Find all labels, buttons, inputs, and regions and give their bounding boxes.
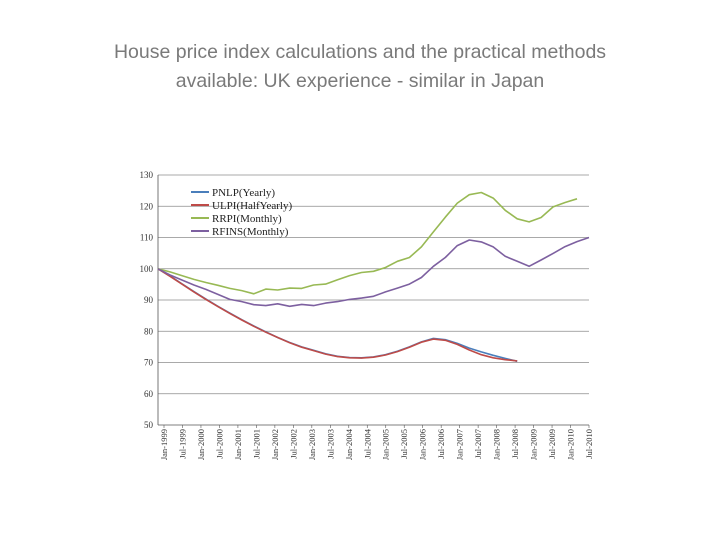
y-tick-label: 90	[144, 295, 154, 305]
legend-label: PNLP(Yearly)	[212, 187, 275, 199]
x-tick-label: Jan-2009	[529, 429, 539, 460]
x-tick-label: Jan-2007	[455, 429, 465, 460]
x-tick-label: Jul-2008	[510, 429, 520, 459]
axes	[157, 175, 590, 428]
x-tick-label: Jan-2001	[233, 429, 243, 460]
x-tick-label: Jan-2000	[196, 429, 206, 460]
x-tick-label: Jul-2005	[399, 429, 409, 459]
x-tick-label: Jan-2002	[270, 429, 280, 460]
x-tick-label: Jan-2010	[566, 429, 576, 460]
x-tick-label: Jan-2005	[381, 429, 391, 460]
x-tick-label: Jan-2008	[492, 429, 502, 460]
y-tick-label: 60	[144, 389, 154, 399]
slide-title-line-2: available: UK experience - similar in Ja…	[175, 70, 545, 92]
series-line-ulpi-halfyearly	[157, 268, 518, 362]
series-line-rrpi-monthly	[157, 191, 578, 295]
x-tick-label: Jan-2003	[307, 429, 317, 460]
y-tick-label: 110	[140, 233, 154, 243]
x-tick-label: Jul-2001	[251, 429, 261, 459]
x-tick-label: Jul-2003	[325, 429, 335, 459]
x-tick-label: Jan-2004	[344, 428, 354, 460]
legend-label: RRPI(Monthly)	[212, 213, 282, 225]
x-axis-ticks: Jan-1999 Jul-1999 Jan-2000 Jul-2000 Jan-2001…	[159, 428, 594, 460]
x-tick-label: Jul-2006	[436, 429, 446, 459]
x-tick-label: Jul-1999	[177, 429, 187, 459]
legend: PNLP(Yearly)ULPI(HalfYearly)RRPI(Monthly…	[191, 187, 292, 238]
x-tick-label: Jul-2004	[362, 428, 372, 459]
x-tick-label: Jul-2000	[214, 429, 224, 459]
slide-title-line-1: House price index calculations and the p…	[113, 41, 607, 63]
series-line-rfins-monthly	[157, 236, 590, 308]
slide-title: House price index calculations and the p…	[40, 38, 680, 96]
x-tick-label: Jul-2002	[288, 429, 298, 459]
y-tick-label: 50	[144, 420, 154, 430]
legend-label: ULPI(HalfYearly)	[212, 200, 292, 212]
x-tick-label: Jul-2010	[584, 429, 594, 459]
legend-label: RFINS(Monthly)	[212, 226, 289, 238]
x-tick-label: Jul-2007	[473, 429, 483, 459]
y-tick-label: 80	[144, 326, 154, 336]
gridlines	[158, 174, 589, 395]
y-tick-label: 120	[140, 201, 154, 211]
y-tick-label: 70	[144, 358, 154, 368]
x-tick-label: Jan-1999	[159, 429, 169, 460]
series-lines	[157, 191, 590, 363]
y-tick-label: 130	[140, 170, 154, 180]
y-axis-ticks: 50 60 70 80 90 100 110 120 130	[140, 170, 154, 430]
x-tick-label: Jan-2006	[418, 429, 428, 460]
x-tick-label: Jul-2009	[547, 429, 557, 459]
y-tick-label: 100	[140, 264, 154, 274]
